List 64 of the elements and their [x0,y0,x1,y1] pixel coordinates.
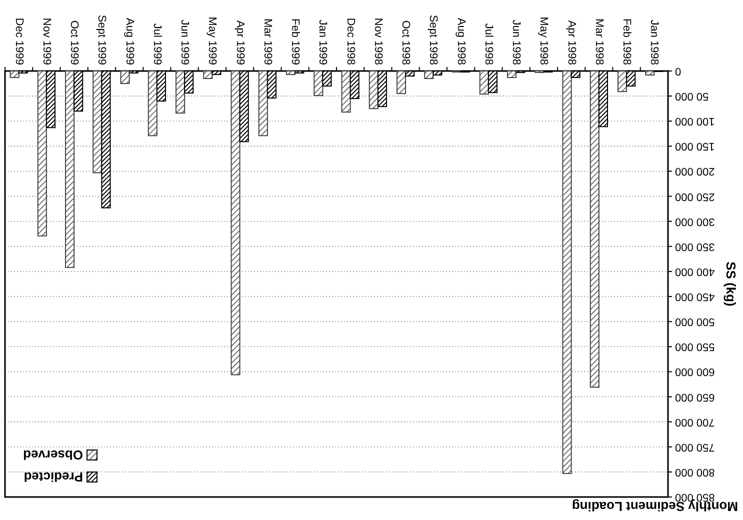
bar [618,70,628,92]
bar [590,70,600,388]
bar [396,70,406,94]
y-tick-label: 750 000 [675,440,715,453]
x-tick-label: May 1998 [538,16,550,65]
y-tick-label: 700 000 [675,416,715,428]
bar [148,70,158,136]
bar [341,70,351,113]
y-tick-label: 200 000 [675,165,715,178]
y-tick-label: 0 [675,65,682,77]
y-tick-label: 350 000 [675,240,715,252]
x-tick-label: Jul 1999 [150,23,163,65]
x-tick-label: Mar 1998 [592,18,605,65]
x-tick-label: Apr 1999 [234,20,246,65]
x-tick-label: Jun 1998 [510,20,522,65]
x-tick-label: Nov 1998 [372,18,384,65]
bar [286,70,296,76]
x-tick-label: Sept 1999 [96,14,108,65]
x-tick-label: Jan 1999 [316,20,329,65]
x-tick-label: Jan 1998 [648,20,660,65]
bar [645,70,655,76]
x-tick-label: Sept 1998 [427,14,440,65]
y-tick-label: 300 000 [675,215,715,228]
bar [507,70,517,78]
bar [37,70,47,236]
legend-label: Predicted [24,470,83,484]
x-tick-label: Aug 1999 [123,18,136,65]
x-tick-label: Dec 1998 [344,18,356,65]
x-tick-label: Jul 1998 [482,23,494,65]
bar [479,70,489,95]
x-tick-label: Nov 1999 [40,18,52,65]
y-tick-label: 600 000 [675,366,715,378]
x-tick-label: Jun 1999 [178,20,191,65]
bar [258,70,268,136]
y-tick-label: 450 000 [675,290,715,303]
bar [230,70,240,376]
x-tick-label: Apr 1998 [565,20,578,65]
y-tick-label: 100 000 [675,115,715,128]
y-tick-label: 500 000 [675,316,715,328]
bar [562,70,572,474]
bar [203,70,213,80]
bar [424,70,434,80]
bar [120,70,130,84]
bar [10,70,20,78]
y-tick-label: 400 000 [675,265,715,278]
x-tick-label: Aug 1998 [454,18,467,65]
y-tick-label: 550 000 [675,340,715,353]
y-tick-label: 650 000 [675,390,715,403]
x-tick-label: May 1999 [206,16,218,65]
y-tick-label: 50 000 [675,90,709,102]
legend-label: Observed [22,448,83,462]
x-tick-label: Mar 1999 [261,18,274,65]
bar [65,70,75,268]
bar [314,70,324,96]
x-tick-label: Oct 1999 [68,20,80,65]
x-tick-label: Oct 1998 [400,20,412,65]
y-tick-label: 150 000 [675,140,715,152]
y-axis-title: SS (kg) [724,262,738,306]
x-tick-label: Feb 1999 [289,18,302,65]
bar [176,70,186,114]
y-tick-label: 800 000 [675,466,715,478]
y-tick-label: 250 000 [675,190,715,202]
x-tick-label: Dec 1999 [12,18,25,65]
x-tick-label: Feb 1998 [620,18,633,65]
